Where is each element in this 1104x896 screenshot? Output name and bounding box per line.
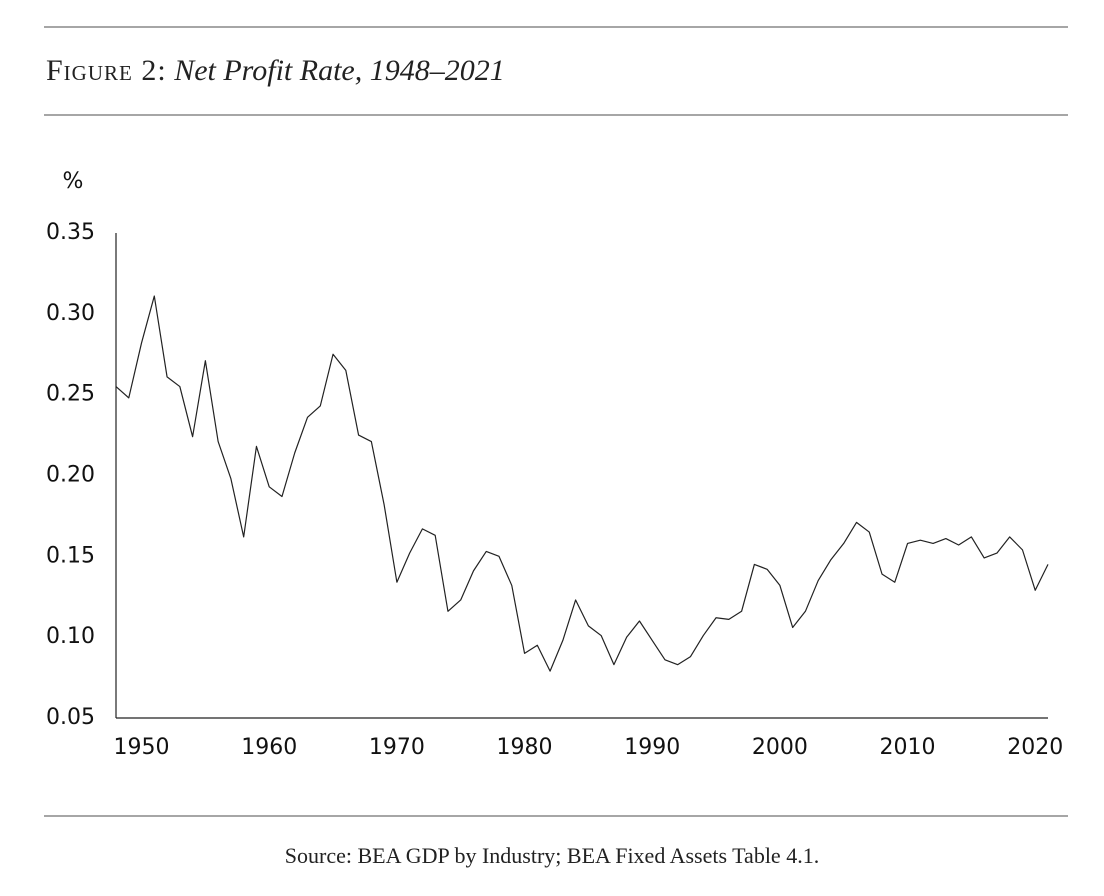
x-tick-label: 1990: [624, 735, 680, 760]
y-tick-label: 0.20: [46, 463, 95, 488]
x-tick-label: 2000: [752, 735, 808, 760]
y-tick-label: 0.25: [46, 382, 95, 407]
x-tick-label: 2020: [1007, 735, 1063, 760]
title: Figure 2: Net Profit Rate, 1948–2021: [46, 54, 505, 87]
y-tick-label: 0.30: [46, 301, 95, 326]
data-line: [115, 295, 1049, 672]
x-tick-label: 1950: [114, 735, 170, 760]
x-tick-label: 1970: [369, 735, 425, 760]
y-tick-label: 0.05: [46, 705, 95, 730]
y-tick-label: 0.10: [46, 624, 95, 649]
x-tick-label: 1980: [497, 735, 553, 760]
x-tick-label: 2010: [880, 735, 936, 760]
y-tick-label: 0.15: [46, 543, 95, 568]
y-axis-label: %: [63, 169, 84, 194]
x-tick-label: 1960: [241, 735, 297, 760]
figure-label: Figure 2:: [46, 54, 167, 87]
chart-title: Net Profit Rate, 1948–2021: [173, 54, 505, 87]
y-tick-label: 0.35: [46, 220, 95, 245]
source: Source: BEA GDP by Industry; BEA Fixed A…: [285, 843, 819, 868]
